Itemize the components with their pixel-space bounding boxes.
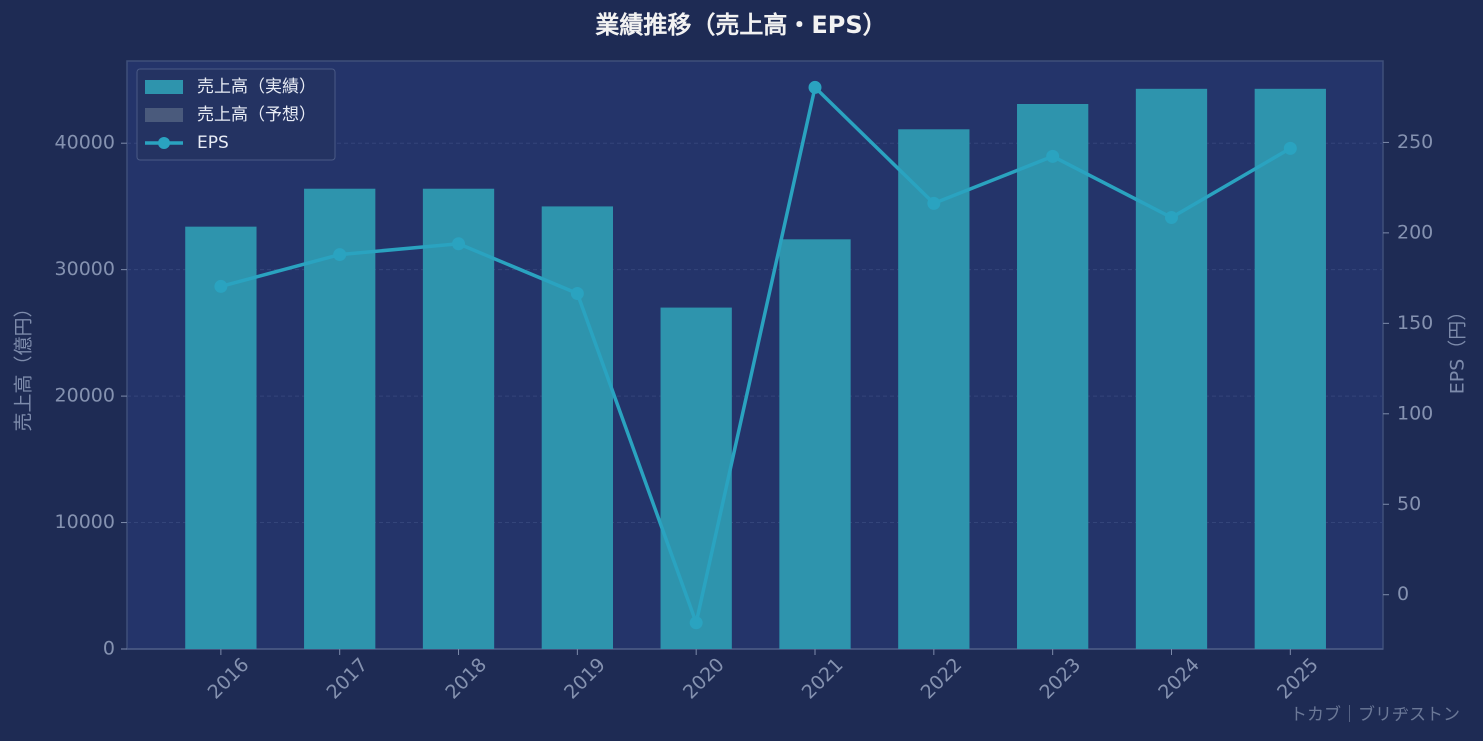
y2-tick-label: 100 bbox=[1397, 402, 1433, 424]
line bbox=[220, 83, 1292, 630]
point bbox=[214, 279, 228, 293]
point bbox=[1283, 141, 1297, 155]
legend-swatch bbox=[145, 80, 183, 94]
legend-swatch bbox=[158, 137, 170, 149]
bar bbox=[660, 307, 732, 649]
legend-label: EPS bbox=[197, 133, 229, 153]
point bbox=[333, 248, 347, 262]
point bbox=[570, 286, 584, 300]
y2-tick-label: 150 bbox=[1397, 312, 1433, 334]
point bbox=[808, 80, 822, 94]
y2-axis-label: EPS（円） bbox=[1447, 302, 1469, 395]
y-tick-label: 40000 bbox=[55, 132, 115, 154]
legend-swatch bbox=[145, 108, 183, 122]
y-axis-label: 売上高（億円） bbox=[13, 298, 35, 431]
y2-tick-label: 200 bbox=[1397, 221, 1433, 243]
point bbox=[1046, 149, 1060, 163]
bar bbox=[304, 188, 376, 649]
y2-tick-label: 250 bbox=[1397, 131, 1433, 153]
bar bbox=[1135, 88, 1208, 650]
y-tick-label: 30000 bbox=[55, 258, 115, 280]
bar bbox=[422, 188, 495, 649]
point bbox=[689, 616, 703, 630]
bar bbox=[541, 206, 614, 649]
bar bbox=[779, 239, 851, 650]
legend: 売上高（実績） 売上高（予想） EPS bbox=[136, 68, 336, 161]
y-tick-label: 10000 bbox=[55, 511, 115, 533]
point bbox=[1164, 210, 1178, 224]
bar bbox=[185, 226, 257, 649]
legend-box bbox=[136, 68, 336, 161]
point bbox=[452, 237, 466, 251]
point bbox=[927, 196, 941, 210]
chart-title: 業績推移（売上高・EPS） bbox=[595, 11, 886, 39]
bar bbox=[1017, 103, 1089, 650]
bar bbox=[898, 129, 970, 649]
y-tick-label: 20000 bbox=[55, 385, 115, 407]
y-tick-label: 0 bbox=[103, 638, 115, 660]
legend-label: 売上高（予想） bbox=[197, 105, 316, 125]
y2-tick-label: 50 bbox=[1397, 493, 1421, 515]
y2-tick-label: 0 bbox=[1397, 583, 1409, 605]
bar bbox=[1254, 88, 1326, 650]
watermark: トカブ｜ブリヂストン bbox=[1290, 704, 1460, 725]
legend-label: 売上高（実績） bbox=[197, 77, 316, 97]
